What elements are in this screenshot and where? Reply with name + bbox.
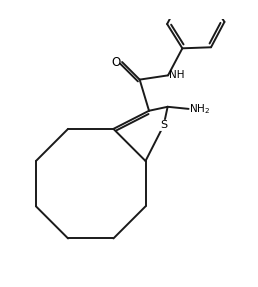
Text: S: S [160,120,167,130]
Text: O: O [111,56,120,69]
Text: NH: NH [169,70,184,80]
Text: NH$_2$: NH$_2$ [189,102,211,116]
